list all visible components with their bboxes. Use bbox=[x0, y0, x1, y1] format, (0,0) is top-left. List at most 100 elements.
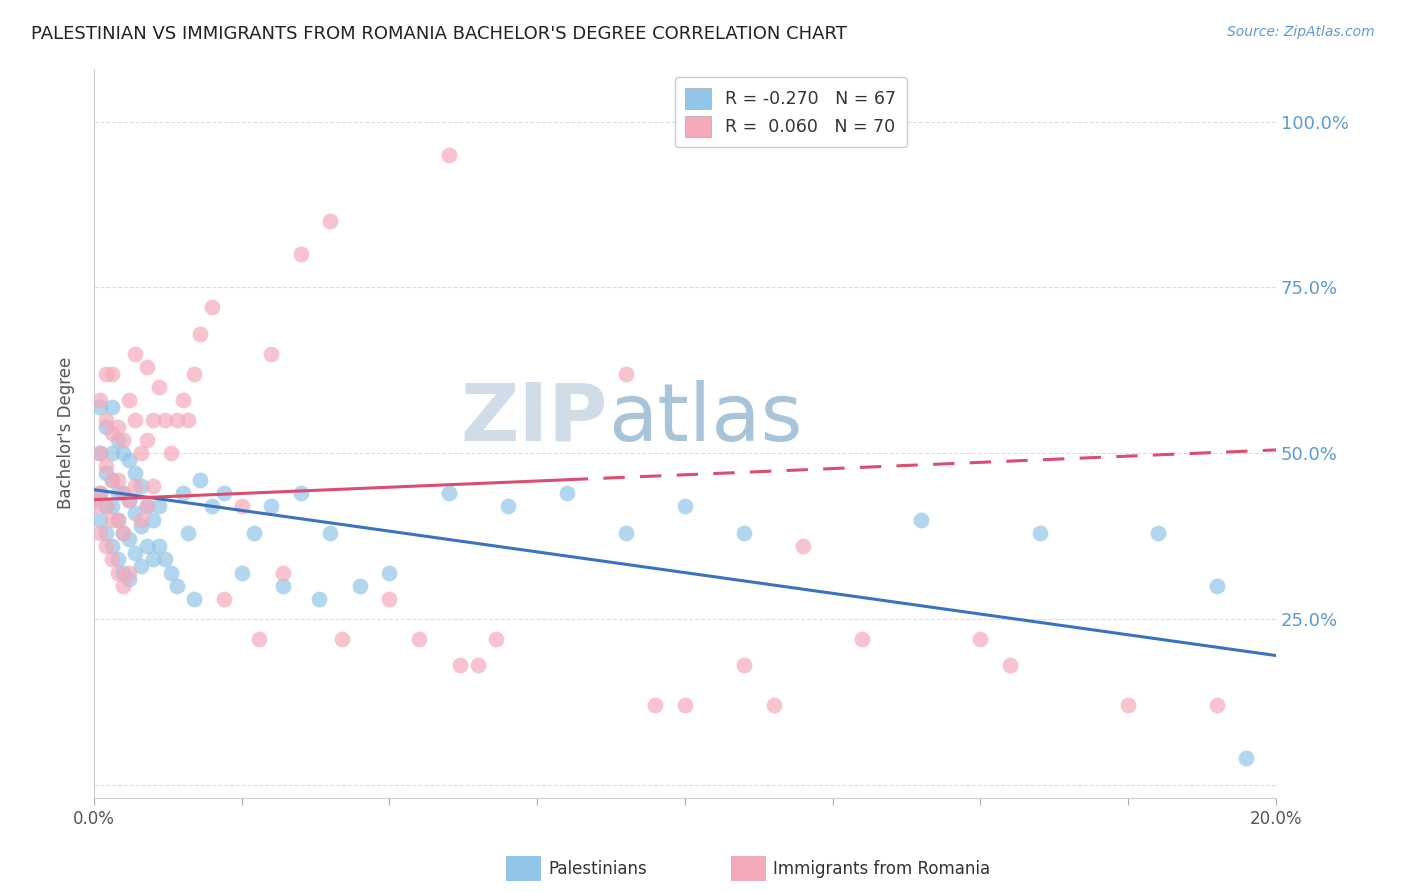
Point bbox=[910, 512, 932, 526]
Point bbox=[153, 413, 176, 427]
Point bbox=[998, 658, 1021, 673]
Point bbox=[129, 519, 152, 533]
Point bbox=[107, 473, 129, 487]
Point bbox=[94, 413, 117, 427]
Point bbox=[129, 479, 152, 493]
Point bbox=[212, 592, 235, 607]
Point bbox=[83, 492, 105, 507]
Point bbox=[183, 592, 205, 607]
Point bbox=[136, 539, 159, 553]
Point bbox=[166, 579, 188, 593]
Point bbox=[851, 632, 873, 646]
Point bbox=[201, 301, 224, 315]
Point bbox=[1205, 698, 1227, 713]
Point bbox=[437, 486, 460, 500]
Point bbox=[100, 473, 122, 487]
Point bbox=[89, 486, 111, 500]
Point bbox=[183, 367, 205, 381]
Point bbox=[112, 446, 135, 460]
Point bbox=[148, 539, 170, 553]
Point bbox=[762, 698, 785, 713]
Point bbox=[319, 525, 342, 540]
Point bbox=[673, 698, 696, 713]
Point bbox=[437, 147, 460, 161]
Point bbox=[792, 539, 814, 553]
Point bbox=[118, 492, 141, 507]
Point bbox=[1205, 579, 1227, 593]
Point bbox=[112, 486, 135, 500]
Point bbox=[136, 359, 159, 374]
Point bbox=[89, 525, 111, 540]
Point bbox=[129, 512, 152, 526]
Point bbox=[89, 446, 111, 460]
Point bbox=[188, 326, 211, 341]
Point bbox=[249, 632, 271, 646]
Text: PALESTINIAN VS IMMIGRANTS FROM ROMANIA BACHELOR'S DEGREE CORRELATION CHART: PALESTINIAN VS IMMIGRANTS FROM ROMANIA B… bbox=[31, 25, 846, 43]
Point bbox=[136, 500, 159, 514]
Point bbox=[124, 506, 146, 520]
Point bbox=[124, 347, 146, 361]
Point bbox=[231, 566, 253, 580]
Point bbox=[107, 419, 129, 434]
Point bbox=[1028, 525, 1050, 540]
Point bbox=[118, 393, 141, 408]
Point bbox=[107, 512, 129, 526]
Text: Palestinians: Palestinians bbox=[548, 860, 647, 878]
Point bbox=[159, 446, 181, 460]
Point bbox=[118, 492, 141, 507]
Point bbox=[89, 486, 111, 500]
Point bbox=[94, 525, 117, 540]
Point bbox=[100, 400, 122, 414]
Point bbox=[177, 413, 200, 427]
Point bbox=[142, 413, 165, 427]
Point bbox=[100, 426, 122, 441]
Point bbox=[112, 433, 135, 447]
Point bbox=[124, 413, 146, 427]
Point bbox=[94, 459, 117, 474]
Point bbox=[733, 525, 755, 540]
Point bbox=[260, 500, 283, 514]
Point bbox=[112, 525, 135, 540]
Point bbox=[129, 559, 152, 574]
Point bbox=[100, 552, 122, 566]
Point bbox=[1146, 525, 1168, 540]
Point bbox=[290, 247, 312, 261]
Point bbox=[242, 525, 264, 540]
Point bbox=[290, 486, 312, 500]
Text: Immigrants from Romania: Immigrants from Romania bbox=[773, 860, 990, 878]
Point bbox=[118, 572, 141, 586]
Point bbox=[94, 419, 117, 434]
Point bbox=[94, 466, 117, 480]
Point bbox=[112, 486, 135, 500]
Point bbox=[107, 512, 129, 526]
Point bbox=[89, 393, 111, 408]
Point bbox=[118, 453, 141, 467]
Point bbox=[142, 552, 165, 566]
Point bbox=[271, 579, 294, 593]
Point bbox=[159, 566, 181, 580]
Point bbox=[100, 446, 122, 460]
Point bbox=[124, 479, 146, 493]
Y-axis label: Bachelor's Degree: Bachelor's Degree bbox=[58, 357, 75, 509]
Point bbox=[107, 433, 129, 447]
Point bbox=[100, 473, 122, 487]
Point bbox=[118, 533, 141, 547]
Point bbox=[100, 500, 122, 514]
Point bbox=[496, 500, 519, 514]
Point bbox=[124, 466, 146, 480]
Point bbox=[89, 400, 111, 414]
Point bbox=[136, 500, 159, 514]
Point bbox=[148, 500, 170, 514]
Point bbox=[124, 546, 146, 560]
Point bbox=[1116, 698, 1139, 713]
Point bbox=[308, 592, 330, 607]
Point bbox=[349, 579, 371, 593]
Point bbox=[94, 539, 117, 553]
Point bbox=[112, 566, 135, 580]
Point bbox=[231, 500, 253, 514]
Point bbox=[107, 552, 129, 566]
Text: Source: ZipAtlas.com: Source: ZipAtlas.com bbox=[1227, 25, 1375, 39]
Point bbox=[112, 525, 135, 540]
Point bbox=[94, 367, 117, 381]
Point bbox=[148, 380, 170, 394]
